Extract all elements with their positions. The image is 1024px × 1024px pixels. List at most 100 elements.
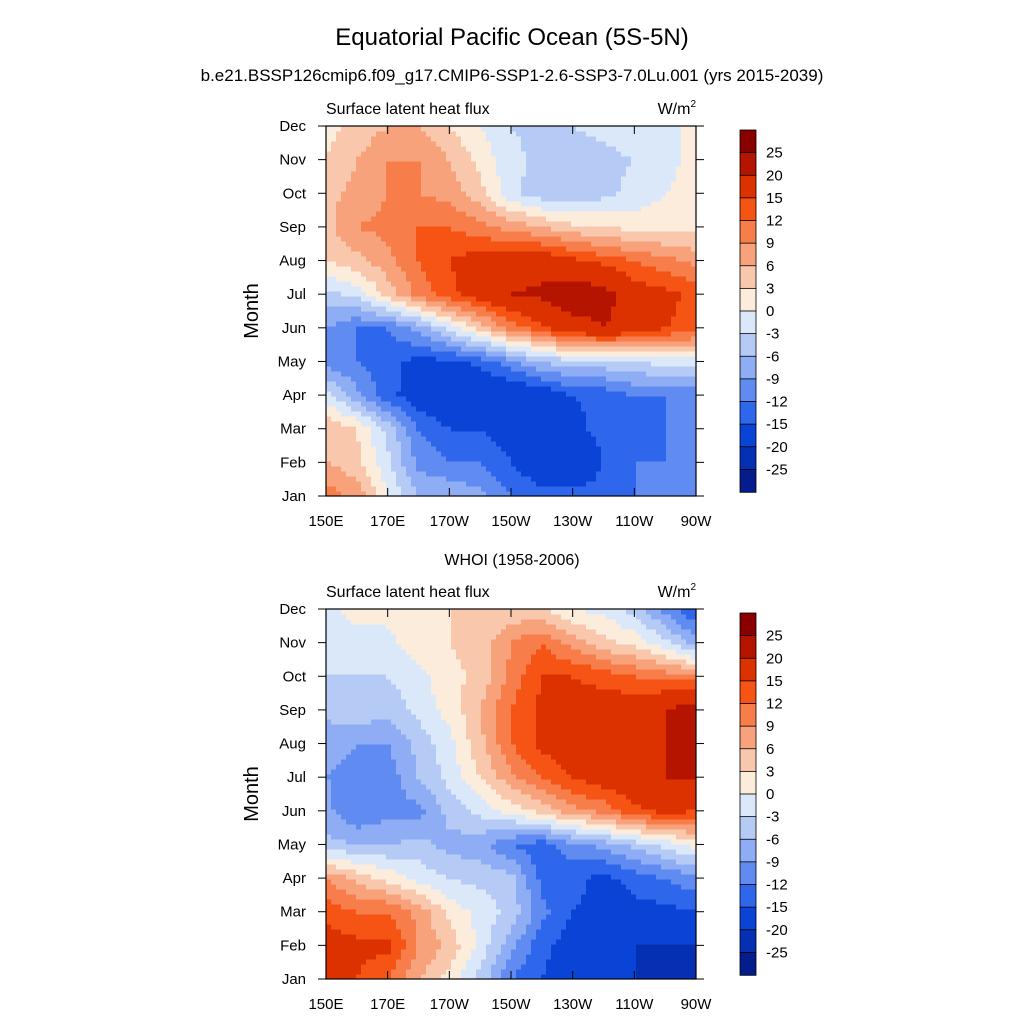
heatmap-cell xyxy=(536,196,542,202)
heatmap-cell xyxy=(381,296,387,302)
heatmap-cell xyxy=(591,296,597,302)
heatmap-cell xyxy=(446,251,452,257)
heatmap-cell xyxy=(561,486,567,492)
heatmap-cell xyxy=(641,196,647,202)
heatmap-cell xyxy=(671,476,677,482)
heatmap-cell xyxy=(626,376,632,382)
heatmap-cell xyxy=(421,326,427,332)
heatmap-cell xyxy=(586,361,592,367)
heatmap-cell xyxy=(626,176,632,182)
heatmap-cell xyxy=(626,491,632,497)
heatmap-cell xyxy=(566,181,572,187)
heatmap-cell xyxy=(376,171,382,177)
heatmap-cell xyxy=(691,276,697,282)
heatmap-cell xyxy=(641,176,647,182)
heatmap-cell xyxy=(606,381,612,387)
heatmap-cell xyxy=(381,251,387,257)
heatmap-cell xyxy=(451,186,457,192)
heatmap-cell xyxy=(461,231,467,237)
heatmap-cell xyxy=(421,166,427,172)
heatmap-cell xyxy=(441,351,447,357)
heatmap-cell xyxy=(431,231,437,237)
heatmap-cell xyxy=(436,171,442,177)
heatmap-cell xyxy=(486,411,492,417)
heatmap-cell xyxy=(681,376,687,382)
heatmap-cell xyxy=(621,311,627,317)
heatmap-cell xyxy=(526,326,532,332)
heatmap-cell xyxy=(476,231,482,237)
heatmap-cell xyxy=(566,161,572,167)
heatmap-cell xyxy=(376,361,382,367)
heatmap-cell xyxy=(551,436,557,442)
heatmap-cell xyxy=(446,351,452,357)
heatmap-cell xyxy=(416,191,422,197)
heatmap-cell xyxy=(466,461,472,467)
heatmap-cell xyxy=(466,246,472,252)
heatmap-cell xyxy=(341,221,347,227)
heatmap-cell xyxy=(636,351,642,357)
heatmap-cell xyxy=(666,401,672,407)
heatmap-cell xyxy=(496,261,502,267)
heatmap-cell xyxy=(496,386,502,392)
heatmap-cell xyxy=(551,346,557,352)
heatmap-cell xyxy=(481,226,487,232)
heatmap-cell xyxy=(676,236,682,242)
heatmap-cell xyxy=(391,166,397,172)
heatmap-cell xyxy=(536,451,542,457)
heatmap-cell xyxy=(536,291,542,297)
heatmap-cell xyxy=(376,421,382,427)
heatmap-cell xyxy=(656,311,662,317)
heatmap-cell xyxy=(661,221,667,227)
heatmap-cell xyxy=(426,481,432,487)
heatmap-cell xyxy=(406,286,412,292)
heatmap-cell xyxy=(596,186,602,192)
heatmap-cell xyxy=(526,211,532,217)
heatmap-cell xyxy=(536,476,542,482)
heatmap-cell xyxy=(331,481,337,487)
heatmap-cell xyxy=(691,191,697,197)
heatmap-cell xyxy=(601,366,607,372)
heatmap-cell xyxy=(451,376,457,382)
heatmap-cell xyxy=(421,296,427,302)
heatmap-cell xyxy=(391,416,397,422)
heatmap-cell xyxy=(381,391,387,397)
heatmap-cell xyxy=(341,296,347,302)
heatmap-cell xyxy=(376,321,382,327)
heatmap-cell xyxy=(561,316,567,322)
heatmap-cell xyxy=(556,261,562,267)
heatmap-cell xyxy=(556,241,562,247)
heatmap-cell xyxy=(526,226,532,232)
heatmap-cell xyxy=(571,281,577,287)
heatmap-cell xyxy=(411,381,417,387)
heatmap-cell xyxy=(416,461,422,467)
heatmap-cell xyxy=(621,366,627,372)
heatmap-cell xyxy=(561,241,567,247)
heatmap-cell xyxy=(391,221,397,227)
heatmap-cell xyxy=(346,361,352,367)
heatmap-cell xyxy=(501,396,507,402)
heatmap-cell xyxy=(611,271,617,277)
heatmap-cell xyxy=(436,416,442,422)
heatmap-cell xyxy=(376,236,382,242)
heatmap-cell xyxy=(586,286,592,292)
heatmap-cell xyxy=(581,226,587,232)
heatmap-cell xyxy=(361,316,367,322)
heatmap-cell xyxy=(486,196,492,202)
heatmap-cell xyxy=(611,486,617,492)
heatmap-cell xyxy=(631,386,637,392)
heatmap-cell xyxy=(676,376,682,382)
heatmap-cell xyxy=(541,351,547,357)
heatmap-cell xyxy=(536,481,542,487)
heatmap-cell xyxy=(576,261,582,267)
heatmap-cell xyxy=(466,446,472,452)
heatmap-cell xyxy=(436,366,442,372)
heatmap-cell xyxy=(636,376,642,382)
heatmap-cell xyxy=(506,176,512,182)
heatmap-cell xyxy=(451,451,457,457)
heatmap-cell xyxy=(326,436,332,442)
heatmap-cell xyxy=(371,381,377,387)
heatmap-cell xyxy=(596,421,602,427)
heatmap-cell xyxy=(341,211,347,217)
heatmap-cell xyxy=(561,451,567,457)
heatmap-cell xyxy=(331,256,337,262)
